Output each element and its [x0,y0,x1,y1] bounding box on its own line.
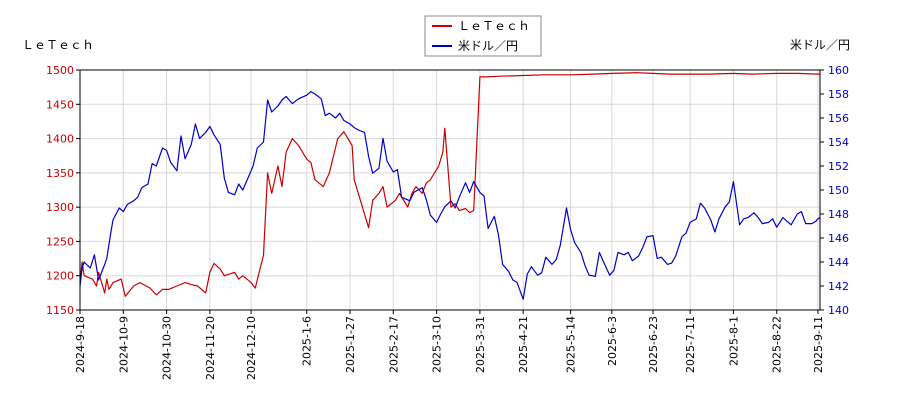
right-tick-label: 156 [828,112,849,125]
x-tick-label: 2024-9-18 [74,316,87,373]
right-tick-label: 160 [828,64,849,77]
x-tick-label: 2025-2-17 [387,316,400,373]
x-tick-label: 2025-9-11 [812,316,825,373]
left-tick-label: 1350 [46,167,74,180]
left-tick-label: 1150 [46,304,74,317]
x-tick-label: 2025-3-31 [474,316,487,373]
right-axis: 140 142 144 146 148 150 152 154 156 158 160 [820,64,849,317]
legend-label-letech: ＬｅＴｅｃｈ [458,19,530,33]
right-tick-label: 150 [828,184,849,197]
right-tick-label: 144 [828,256,849,269]
legend: ＬｅＴｅｃｈ 米ドル／円 [424,15,542,57]
left-tick-label: 1200 [46,270,74,283]
x-tick-label: 2024-10-9 [117,316,130,373]
right-tick-label: 140 [828,304,849,317]
right-tick-label: 146 [828,232,849,245]
x-tick-label: 2024-11-20 [204,316,217,380]
series-layer [79,72,821,300]
x-tick-label: 2025-5-14 [565,316,578,373]
x-tick-label: 2025-7-11 [684,316,697,373]
right-tick-label: 152 [828,160,849,173]
legend-label-usdjpy: 米ドル／円 [458,39,518,53]
left-tick-label: 1300 [46,201,74,214]
left-tick-label: 1450 [46,98,74,111]
left-axis-title: ＬｅＴｅｃｈ [22,38,94,52]
series-line-usdjpy [79,90,821,300]
x-tick-label: 2025-8-22 [771,316,784,373]
x-axis: 2024-9-18 2024-10-9 2024-10-30 2024-11-20 20… [74,310,825,380]
x-tick-label: 2025-3-10 [431,316,444,373]
x-tick-label: 2024-12-10 [245,316,258,380]
left-axis: 1150 1200 1250 1300 1350 1400 1450 1500 [46,64,80,317]
x-tick-label: 2025-1-27 [344,316,357,373]
left-tick-label: 1400 [46,133,74,146]
x-tick-label: 2025-6-3 [606,316,619,366]
series-line-letech [79,72,820,297]
left-tick-label: 1500 [46,64,74,77]
right-tick-label: 148 [828,208,849,221]
left-tick-label: 1250 [46,235,74,248]
right-axis-title: 米ドル／円 [790,38,850,52]
x-tick-label: 2025-1-6 [301,316,314,366]
x-tick-label: 2024-10-30 [161,316,174,380]
legend-box [424,15,542,57]
right-tick-label: 142 [828,280,849,293]
x-tick-label: 2025-8-1 [727,316,740,366]
x-tick-label: 2025-4-21 [517,316,530,373]
right-tick-label: 158 [828,88,849,101]
right-tick-label: 154 [828,136,849,149]
x-tick-label: 2025-6-23 [647,316,660,373]
